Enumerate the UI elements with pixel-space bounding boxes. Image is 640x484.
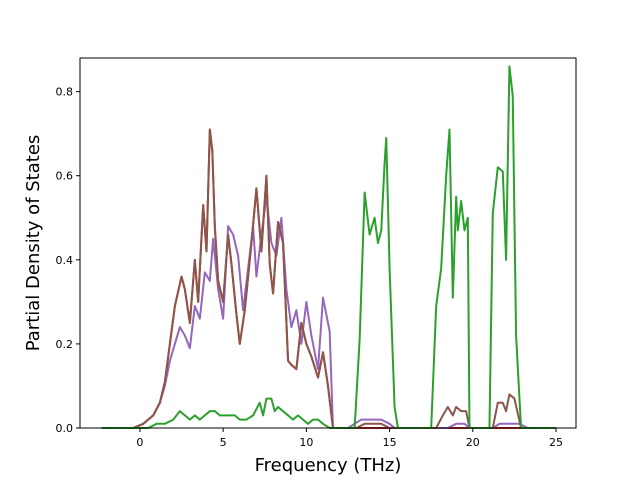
plot-area xyxy=(80,58,576,428)
x-tick-label: 10 xyxy=(299,436,313,449)
series-line-3 xyxy=(101,128,557,429)
y-tick-label: 0.2 xyxy=(56,338,74,351)
y-tick-label: 0.6 xyxy=(56,170,74,183)
series-lines xyxy=(101,65,557,429)
y-axis-label: Partial Density of States xyxy=(23,135,44,352)
x-tick-label: 20 xyxy=(466,436,480,449)
axes-frame xyxy=(79,57,577,429)
x-tick-label: 25 xyxy=(549,436,563,449)
series-line-2 xyxy=(101,195,557,429)
x-tick-label: 5 xyxy=(220,436,227,449)
x-tick-label: 15 xyxy=(383,436,397,449)
x-tick-label: 0 xyxy=(136,436,143,449)
series-line-4 xyxy=(101,65,557,429)
y-tick-label: 0.4 xyxy=(56,254,74,267)
y-ticks: 0.0 0.2 0.4 0.6 0.8 xyxy=(56,86,80,435)
y-tick-label: 0.8 xyxy=(56,86,74,99)
y-tick-label: 0.0 xyxy=(56,422,74,435)
x-axis-label: Frequency (THz) xyxy=(255,455,402,476)
x-ticks: 0 5 10 15 20 25 xyxy=(136,428,563,449)
